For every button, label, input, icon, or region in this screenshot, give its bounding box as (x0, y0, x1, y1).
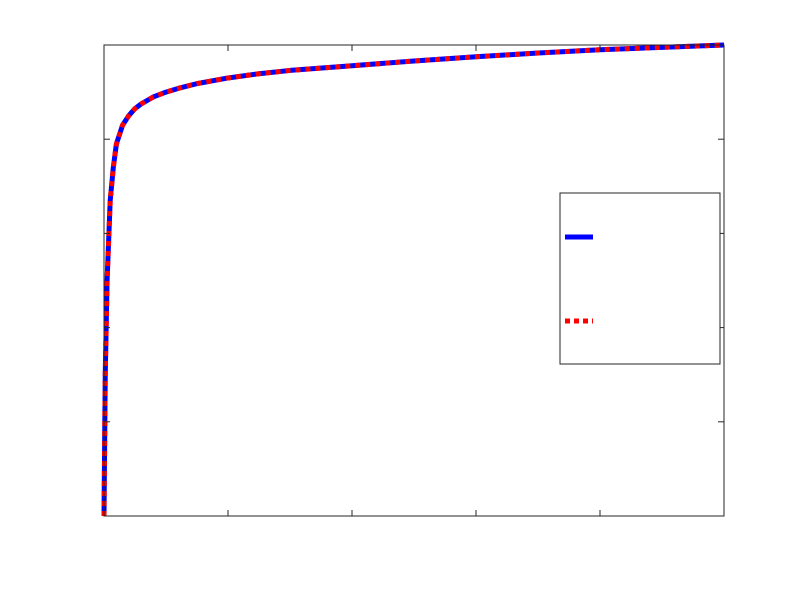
axis-ticks (103, 44, 725, 517)
axes-box (103, 44, 725, 517)
legend (559, 192, 721, 365)
legend-box (559, 192, 721, 365)
legend-entries (565, 234, 593, 324)
series-line-1 (101, 42, 725, 517)
plot-area (101, 42, 725, 517)
